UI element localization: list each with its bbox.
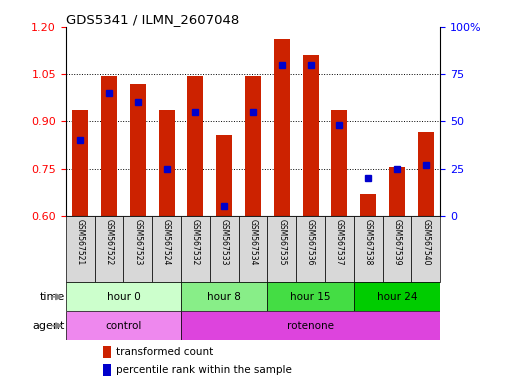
Text: hour 0: hour 0 (106, 292, 140, 302)
Text: GSM567521: GSM567521 (76, 219, 84, 265)
Bar (331, 110, 346, 216)
Bar (66, 282, 181, 311)
Bar (72, 110, 88, 216)
Bar (267, 216, 295, 282)
Bar (295, 216, 324, 282)
Text: control: control (105, 321, 141, 331)
Bar (382, 216, 411, 282)
Bar (417, 132, 433, 216)
Text: GSM567533: GSM567533 (219, 219, 228, 266)
Text: time: time (40, 292, 65, 302)
Text: GDS5341 / ILMN_2607048: GDS5341 / ILMN_2607048 (66, 13, 238, 26)
Text: GSM567532: GSM567532 (190, 219, 199, 265)
Text: GSM567536: GSM567536 (306, 219, 315, 266)
Bar (103, 364, 111, 376)
Bar (66, 216, 94, 282)
Text: hour 8: hour 8 (207, 292, 241, 302)
Bar (388, 167, 404, 216)
Text: rotenone: rotenone (286, 321, 333, 331)
Bar (302, 55, 318, 216)
Bar (123, 216, 152, 282)
Bar (353, 216, 382, 282)
Bar (187, 76, 203, 216)
Bar (101, 76, 117, 216)
Bar (360, 194, 375, 216)
Bar (103, 346, 111, 358)
Bar (181, 282, 267, 311)
Bar (94, 216, 123, 282)
Bar (324, 216, 353, 282)
Bar (244, 76, 261, 216)
Bar (210, 216, 238, 282)
Text: GSM567537: GSM567537 (334, 219, 343, 266)
Text: transformed count: transformed count (116, 347, 213, 357)
Text: GSM567540: GSM567540 (421, 219, 429, 266)
Text: GSM567523: GSM567523 (133, 219, 142, 265)
Text: hour 15: hour 15 (290, 292, 330, 302)
Bar (411, 216, 439, 282)
Bar (130, 84, 145, 216)
Bar (238, 216, 267, 282)
Bar (273, 40, 289, 216)
Text: GSM567524: GSM567524 (162, 219, 171, 265)
Text: GSM567534: GSM567534 (248, 219, 257, 266)
Text: GSM567535: GSM567535 (277, 219, 286, 266)
Bar (152, 216, 181, 282)
Bar (159, 110, 174, 216)
Text: agent: agent (33, 321, 65, 331)
Text: GSM567538: GSM567538 (363, 219, 372, 265)
Text: hour 24: hour 24 (376, 292, 417, 302)
Bar (181, 311, 439, 340)
Bar (353, 282, 439, 311)
Text: GSM567539: GSM567539 (392, 219, 401, 266)
Bar (181, 216, 210, 282)
Bar (216, 136, 232, 216)
Bar (267, 282, 353, 311)
Text: GSM567522: GSM567522 (104, 219, 113, 265)
Bar (66, 311, 181, 340)
Text: percentile rank within the sample: percentile rank within the sample (116, 365, 291, 375)
